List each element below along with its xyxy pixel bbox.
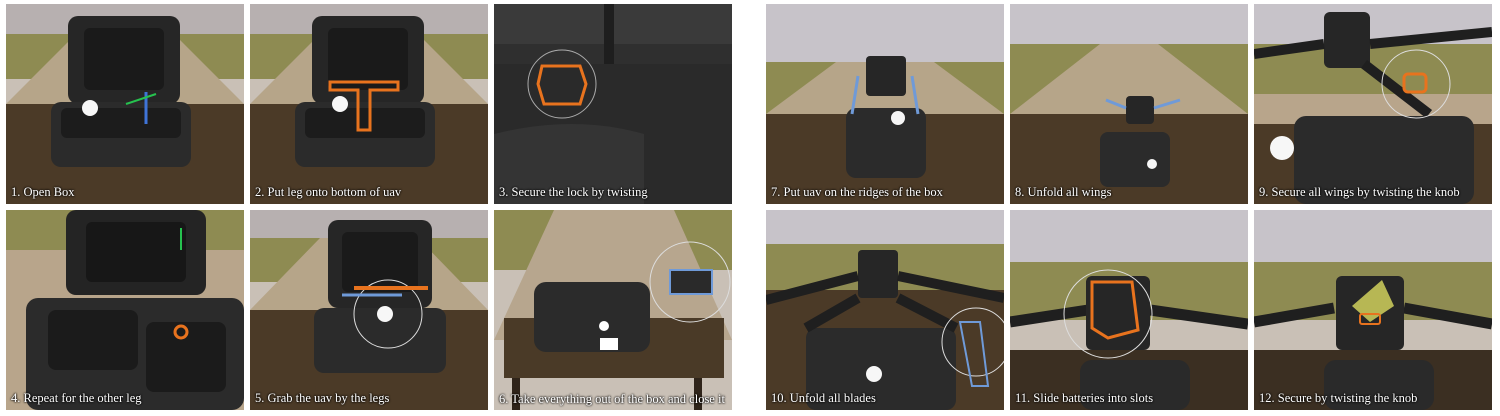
panel-5: 5. Grab the uav by the legs [250, 210, 488, 410]
panel-3: 3. Secure the lock by twisting [494, 4, 732, 204]
panel-7: 7. Put uav on the ridges of the box [766, 4, 1004, 204]
panel-12: 12. Secure by twisting the knob [1254, 210, 1492, 410]
scene-image-6 [494, 210, 732, 410]
panel-caption: 9. Secure all wings by twisting the knob [1259, 185, 1460, 199]
scene-image-9 [1254, 4, 1492, 204]
panel-11: 11. Slide batteries into slots [1010, 210, 1248, 410]
scene-image-5 [250, 210, 488, 410]
scene-image-2 [250, 4, 488, 204]
scene-image-8 [1010, 4, 1248, 204]
scene-image-10 [766, 210, 1004, 410]
panel-10: 10. Unfold all blades [766, 210, 1004, 410]
panel-caption: 4. Repeat for the other leg [11, 391, 142, 405]
panel-6: 6. Take everything out of the box and cl… [494, 210, 732, 410]
panel-caption: 6. Take everything out of the box and cl… [499, 392, 725, 406]
panel-caption: 7. Put uav on the ridges of the box [771, 185, 943, 199]
panel-caption: 8. Unfold all wings [1015, 185, 1112, 199]
panel-4: 4. Repeat for the other leg [6, 210, 244, 410]
panel-caption: 3. Secure the lock by twisting [499, 185, 648, 199]
panel-caption: 10. Unfold all blades [771, 391, 876, 405]
scene-image-11 [1010, 210, 1248, 410]
panel-caption: 2. Put leg onto bottom of uav [255, 185, 402, 199]
scene-image-1 [6, 4, 244, 204]
panel-1: 1. Open Box [6, 4, 244, 204]
scene-image-4 [6, 210, 244, 410]
panel-9: 9. Secure all wings by twisting the knob [1254, 4, 1492, 204]
panel-caption: 11. Slide batteries into slots [1015, 391, 1154, 405]
panel-caption: 12. Secure by twisting the knob [1259, 391, 1418, 405]
scene-image-12 [1254, 210, 1492, 410]
scene-image-3 [494, 4, 732, 204]
panel-caption: 5. Grab the uav by the legs [255, 391, 390, 405]
panel-caption: 1. Open Box [11, 185, 75, 199]
panel-8: 8. Unfold all wings [1010, 4, 1248, 204]
scene-image-7 [766, 4, 1004, 204]
panel-2: 2. Put leg onto bottom of uav [250, 4, 488, 204]
